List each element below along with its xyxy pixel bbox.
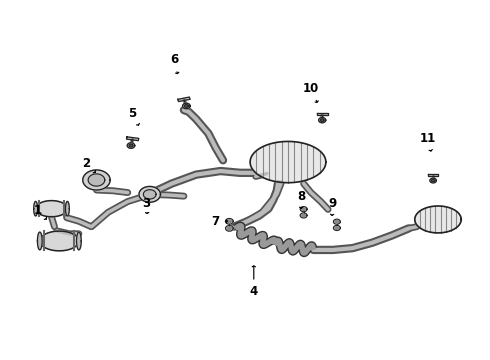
Polygon shape [335, 220, 339, 223]
Polygon shape [432, 179, 435, 182]
Text: 7: 7 [212, 215, 227, 228]
Polygon shape [40, 231, 79, 251]
Polygon shape [66, 202, 69, 216]
Text: 9: 9 [329, 197, 337, 215]
Polygon shape [83, 170, 110, 190]
Text: 5: 5 [128, 107, 140, 125]
Polygon shape [300, 213, 307, 218]
Polygon shape [178, 97, 190, 102]
Text: 6: 6 [170, 53, 179, 73]
Polygon shape [225, 219, 233, 224]
Polygon shape [302, 214, 305, 217]
Text: 10: 10 [303, 82, 319, 102]
Polygon shape [139, 186, 160, 202]
Polygon shape [335, 227, 339, 229]
Text: 1: 1 [33, 204, 47, 220]
Polygon shape [36, 201, 68, 217]
Polygon shape [34, 202, 38, 216]
Polygon shape [183, 103, 190, 109]
Polygon shape [430, 178, 436, 183]
Polygon shape [225, 225, 233, 231]
Polygon shape [37, 232, 42, 250]
Text: 8: 8 [297, 190, 305, 208]
Polygon shape [320, 119, 324, 121]
Polygon shape [88, 174, 105, 186]
Text: 2: 2 [82, 157, 96, 173]
Polygon shape [428, 174, 438, 176]
Polygon shape [334, 225, 340, 230]
Polygon shape [144, 190, 156, 199]
Polygon shape [127, 143, 135, 148]
Polygon shape [250, 141, 326, 183]
Polygon shape [300, 207, 307, 212]
Text: 3: 3 [142, 197, 150, 213]
Polygon shape [334, 219, 340, 224]
Text: 11: 11 [420, 132, 437, 151]
Polygon shape [126, 137, 139, 141]
Polygon shape [302, 208, 305, 210]
Polygon shape [227, 220, 231, 223]
Polygon shape [415, 206, 461, 233]
Polygon shape [317, 113, 328, 115]
Text: 4: 4 [250, 266, 258, 298]
Polygon shape [318, 118, 326, 123]
Polygon shape [184, 105, 188, 107]
Polygon shape [76, 232, 81, 250]
Polygon shape [129, 144, 133, 147]
Polygon shape [227, 227, 231, 230]
